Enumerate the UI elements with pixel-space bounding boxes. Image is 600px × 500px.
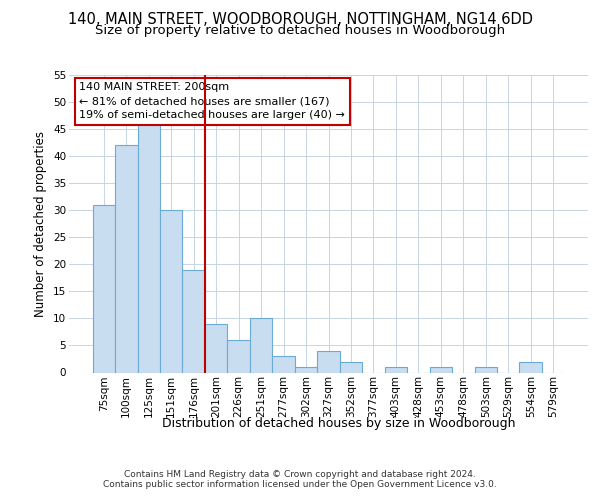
Bar (137, 124, 160, 372)
Bar (475, 367, 497, 372)
Y-axis label: Number of detached properties: Number of detached properties (34, 130, 47, 317)
Bar (250, 318, 272, 372)
Bar (160, 210, 182, 372)
Bar (115, 146, 137, 372)
Text: 140 MAIN STREET: 200sqm
← 81% of detached houses are smaller (167)
19% of semi-d: 140 MAIN STREET: 200sqm ← 81% of detache… (79, 82, 345, 120)
Bar (430, 367, 452, 372)
Bar (272, 356, 295, 372)
Bar (182, 270, 205, 372)
Bar (317, 351, 340, 372)
Bar (520, 362, 542, 372)
Bar (295, 367, 317, 372)
Bar (205, 324, 227, 372)
Bar (227, 340, 250, 372)
Text: 140, MAIN STREET, WOODBOROUGH, NOTTINGHAM, NG14 6DD: 140, MAIN STREET, WOODBOROUGH, NOTTINGHA… (67, 12, 533, 28)
Text: Size of property relative to detached houses in Woodborough: Size of property relative to detached ho… (95, 24, 505, 37)
Text: Contains HM Land Registry data © Crown copyright and database right 2024.
Contai: Contains HM Land Registry data © Crown c… (103, 470, 497, 490)
Bar (385, 367, 407, 372)
Bar (92, 205, 115, 372)
Bar (340, 362, 362, 372)
Text: Distribution of detached houses by size in Woodborough: Distribution of detached houses by size … (162, 418, 516, 430)
